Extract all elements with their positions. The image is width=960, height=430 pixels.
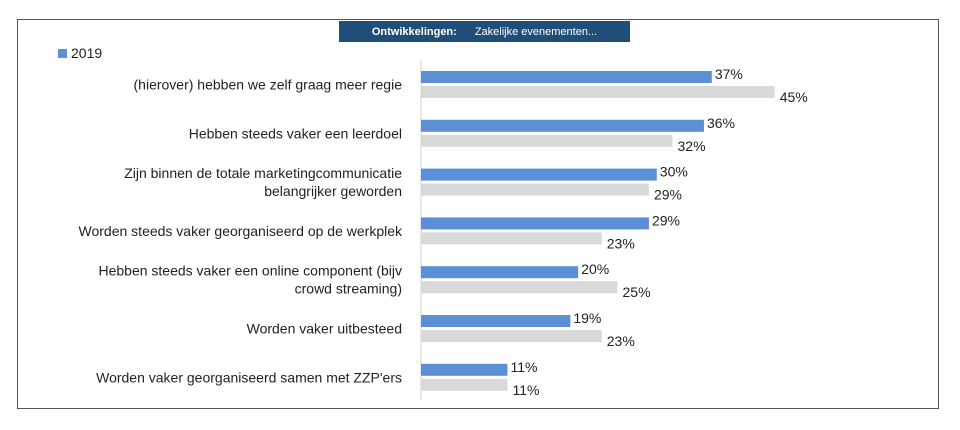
header-label: Ontwikkelingen: (371, 25, 457, 38)
category-label: Zijn binnen de totale marketingcommunica… (124, 165, 402, 199)
data-label: 32% (678, 138, 706, 154)
data-label: 20% (581, 261, 609, 277)
data-label: 29% (654, 187, 682, 203)
bar-2019 (421, 363, 508, 376)
bar-series2 (421, 330, 602, 342)
bar-2019 (421, 168, 657, 181)
category-label: Worden vaker uitbesteed (247, 321, 402, 337)
bar-series2 (421, 232, 602, 245)
category-label: Hebben steeds vaker een online component… (98, 263, 402, 297)
header-value: Zakelijke evenementen... (474, 25, 598, 38)
bar-2019 (421, 315, 571, 327)
bar-2019 (421, 119, 704, 132)
data-label: 25% (623, 284, 651, 300)
data-label: 11% (512, 382, 539, 398)
category-label: Hebben steeds vaker een leerdoel (189, 125, 402, 141)
bar-2019 (421, 71, 712, 83)
chart-frame (17, 19, 939, 409)
bar-series2 (421, 134, 673, 147)
header-banner: Ontwikkelingen: Zakelijke evenementen... (339, 21, 630, 42)
bar-series2 (421, 86, 775, 98)
data-label: 30% (660, 164, 688, 180)
data-label: 29% (652, 212, 680, 228)
data-label: 23% (607, 333, 635, 349)
data-label: 45% (780, 89, 808, 105)
category-label: (hierover) hebben we zelf graag meer reg… (134, 77, 403, 93)
bar-2019 (421, 217, 649, 230)
data-label: 37% (715, 66, 743, 82)
bar-series2 (421, 378, 508, 391)
data-label: 23% (607, 235, 635, 251)
legend: 2019 (58, 45, 102, 61)
category-label: Worden steeds vaker georganiseerd op de … (79, 223, 403, 239)
data-label: 19% (573, 310, 601, 326)
legend-swatch (58, 48, 67, 58)
bar-2019 (421, 266, 579, 279)
data-label: 36% (707, 115, 735, 131)
bar-series2 (421, 183, 649, 196)
category-label: Worden vaker georganiseerd samen met ZZP… (96, 369, 402, 385)
bar-series2 (421, 281, 618, 294)
data-label: 11% (510, 359, 537, 375)
legend-label: 2019 (71, 45, 103, 61)
